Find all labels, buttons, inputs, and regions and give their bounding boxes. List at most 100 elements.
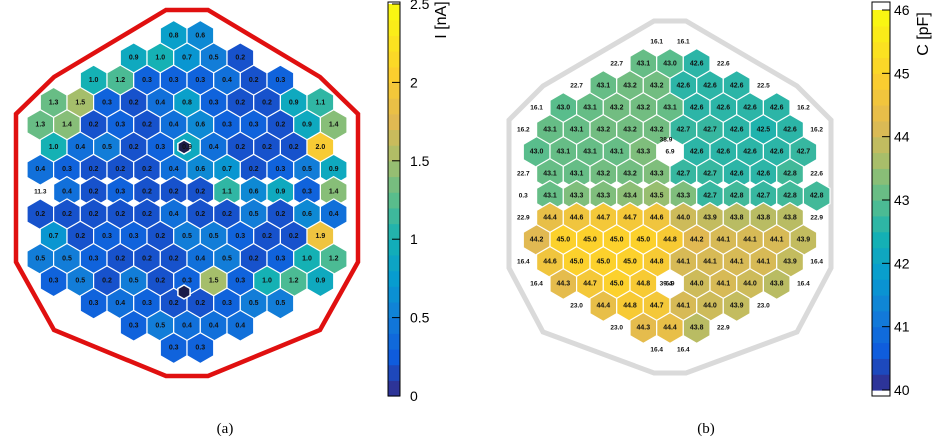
- colorbar-band: [872, 231, 890, 249]
- cell-value-label: 0.3: [209, 99, 219, 106]
- cell-value-label: 1.0: [89, 77, 99, 84]
- cell-value-label: 0.4: [35, 166, 45, 173]
- colorbar-tick-label: 40: [894, 382, 910, 398]
- cell-value-label: 0.2: [35, 211, 45, 218]
- colorbar-tick-label: 2: [410, 74, 418, 90]
- cell-value-label: 0.4: [235, 322, 245, 329]
- cell-value-label: 0.2: [129, 99, 139, 106]
- colorbar-a-bands: [388, 4, 400, 397]
- panel-b-caption: (b): [697, 421, 715, 437]
- colorbar-b: 40 41 42 43 44 45 46 C [pF]: [871, 1, 932, 398]
- cell-value-label: 0.3: [195, 77, 205, 84]
- cell-value-label: 43.3: [636, 149, 650, 156]
- cell-value-label: 1.0: [302, 255, 312, 262]
- cell-value-label: 42.6: [716, 105, 730, 112]
- cell-value-label: 44.7: [596, 215, 610, 222]
- cell-value-label: 44.4: [663, 325, 677, 332]
- cell-value-label: 42.7: [797, 149, 811, 156]
- colorbar-band: [872, 247, 890, 264]
- hex-cell: [762, 267, 791, 301]
- colorbar-band: [388, 35, 400, 52]
- hex-cell: [802, 179, 831, 213]
- cell-value-label: 0.2: [62, 211, 72, 218]
- cell-value-label: 0.5: [75, 278, 85, 285]
- cell-value-label: 42.8: [783, 193, 797, 200]
- cell-value-label: 0.6: [249, 189, 259, 196]
- cell-value-label: 23.0: [757, 303, 770, 310]
- cell-value-label: 0.2: [142, 255, 152, 262]
- cell-value-label: 0.4: [62, 189, 72, 196]
- colorbar-band: [388, 82, 400, 99]
- cell-value-label: 44.1: [730, 259, 744, 266]
- colorbar-band: [388, 66, 400, 83]
- cell-value-label: 1.3: [35, 122, 45, 129]
- cell-value-label: 43.2: [650, 127, 664, 134]
- cell-value-label: 44.1: [716, 237, 730, 244]
- cell-value-label: 42.6: [703, 83, 717, 90]
- colorbar-band: [388, 129, 400, 146]
- cell-value-label: 22.9: [717, 325, 730, 332]
- colorbar-b-title: C [pF]: [915, 12, 932, 56]
- cell-value-label: 0.3: [62, 166, 72, 173]
- cell-value-label: 0.2: [142, 211, 152, 218]
- colorbar-a: 0 0.5 1 1.5 2 2.5 I [nA]: [387, 0, 450, 404]
- cell-value-label: 0.2: [115, 255, 125, 262]
- cell-value-label: 0.2: [89, 166, 99, 173]
- cell-value-label: 22.5: [757, 83, 770, 90]
- colorbar-band: [388, 223, 400, 240]
- cell-value-label: 16.4: [530, 281, 543, 288]
- cell-value-label: 44.2: [690, 237, 704, 244]
- colorbar-band: [872, 184, 890, 201]
- cell-value-label: 0.2: [276, 122, 286, 129]
- cell-value-label: 0.3: [195, 345, 205, 352]
- cell-value-label: 0.2: [276, 211, 286, 218]
- colorbar-band: [388, 192, 400, 209]
- cell-value-label: 45.0: [583, 237, 597, 244]
- cell-value-label: 0.3: [276, 77, 286, 84]
- cell-value-label: 0.2: [89, 211, 99, 218]
- panel-a-caption: (a): [217, 421, 234, 437]
- cell-value-label: 43.8: [730, 215, 744, 222]
- colorbar-band: [388, 286, 400, 303]
- colorbar-band: [872, 73, 890, 90]
- colorbar-b-bands: [872, 10, 890, 391]
- cell-value-label: 42.7: [757, 193, 771, 200]
- cell-value-label: 0.3: [235, 233, 245, 240]
- cell-value-label: 0.7: [182, 55, 192, 62]
- cell-value-label: 43.2: [596, 171, 610, 178]
- cell-value-label: 1.5: [209, 278, 219, 285]
- cell-value-label: 0.9: [182, 144, 192, 151]
- cell-value-label: 0.4: [169, 122, 179, 129]
- cell-value-label: 45.0: [623, 259, 637, 266]
- hex-cell: [226, 309, 255, 342]
- cell-value-label: 42.8: [730, 193, 744, 200]
- cell-value-label: 44.0: [676, 215, 690, 222]
- cell-value-label: 0.2: [142, 189, 152, 196]
- cell-value-label: 43.9: [783, 259, 797, 266]
- colorbar-band: [872, 41, 890, 59]
- hex-cell: [306, 265, 335, 298]
- colorbar-band: [388, 348, 400, 366]
- cell-value-label: 0.3: [276, 166, 286, 173]
- colorbar-tick-label: 0: [410, 388, 418, 404]
- cell-value-label: 0.2: [115, 166, 125, 173]
- cell-value-label: 44.6: [650, 215, 664, 222]
- panel-a-cells: [26, 19, 348, 365]
- colorbar-band: [872, 136, 890, 154]
- cell-value-label: 16.1: [677, 39, 690, 46]
- cell-value-label: 1.4: [62, 122, 72, 129]
- cell-value-label: 0.4: [182, 322, 192, 329]
- cell-value-label: 44.4: [596, 303, 610, 310]
- colorbar-tick-label: 2.5: [410, 0, 430, 12]
- colorbar-band: [388, 364, 400, 381]
- colorbar-tick-label: 45: [894, 65, 910, 81]
- cell-value-label: 0.3: [102, 233, 112, 240]
- cell-value-label: 0.9: [129, 55, 139, 62]
- cell-value-label: 43.0: [530, 149, 544, 156]
- cell-value-label: 0.2: [169, 300, 179, 307]
- cell-value-label: 0.2: [155, 233, 165, 240]
- cell-value-label: 1.2: [329, 255, 339, 262]
- colorbar-band: [872, 89, 890, 106]
- hex-cell: [186, 332, 215, 365]
- cell-value-label: 42.6: [770, 105, 784, 112]
